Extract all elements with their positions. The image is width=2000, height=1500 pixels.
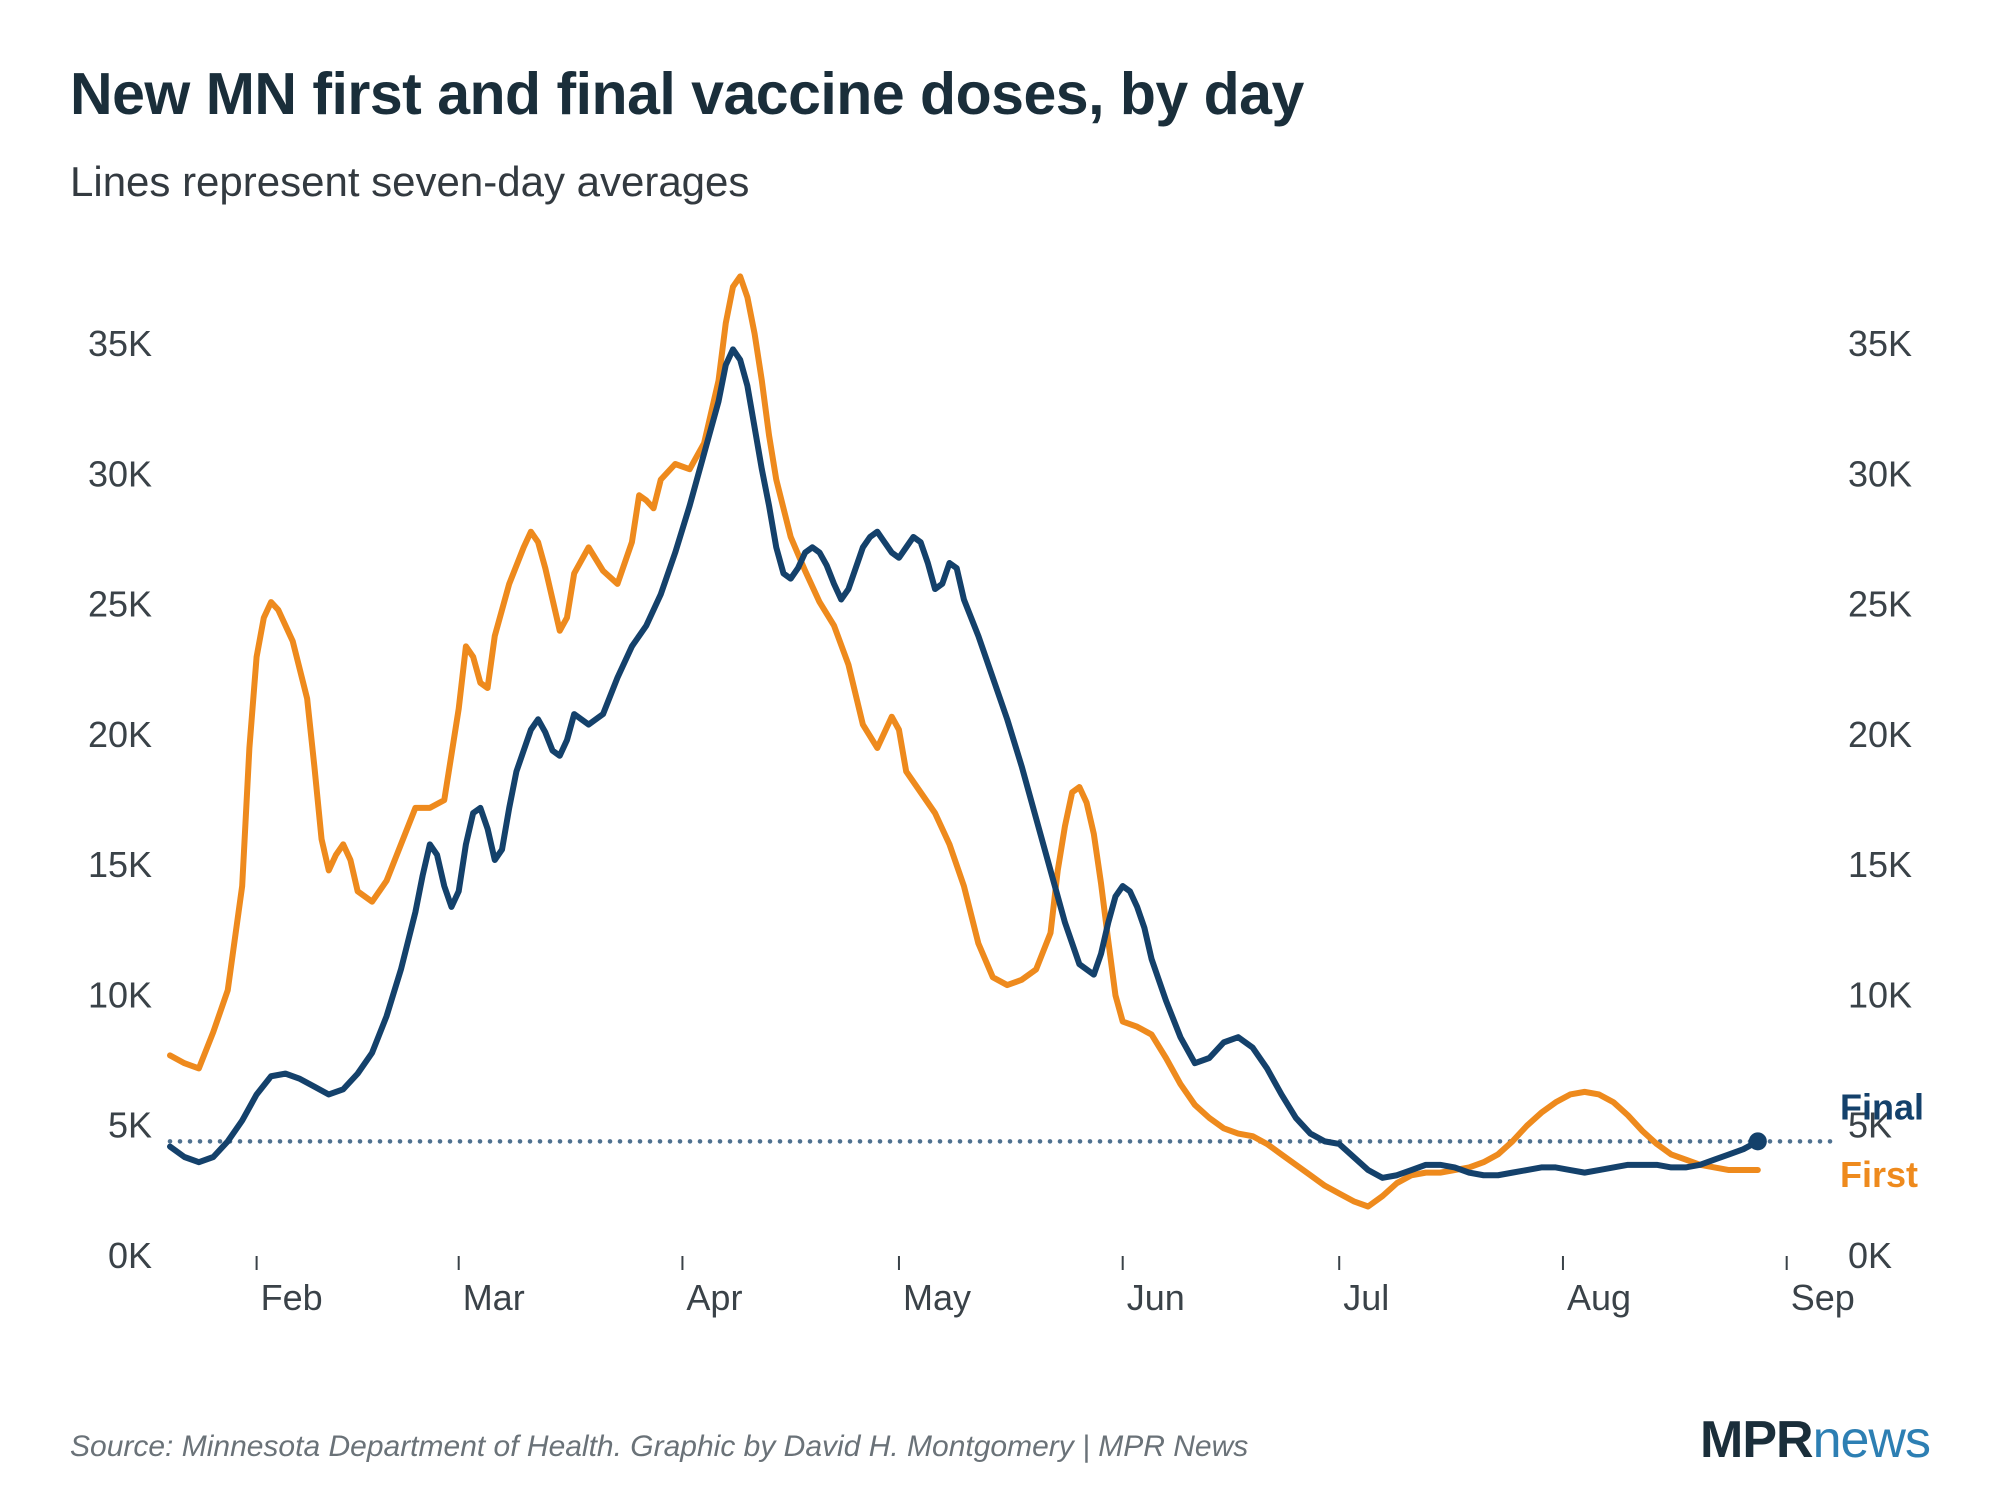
svg-text:First: First: [1840, 1154, 1918, 1195]
svg-text:Aug: Aug: [1567, 1277, 1631, 1318]
svg-text:30K: 30K: [1848, 453, 1912, 494]
source-footer: Source: Minnesota Department of Health. …: [70, 1430, 1248, 1464]
svg-text:Sep: Sep: [1791, 1277, 1855, 1318]
svg-text:10K: 10K: [1848, 974, 1912, 1015]
chart-area: 0K0K5K5K10K10K15K15K20K20K25K25K30K30K35…: [70, 246, 1930, 1336]
svg-text:25K: 25K: [88, 584, 152, 625]
svg-text:15K: 15K: [88, 844, 152, 885]
svg-text:20K: 20K: [88, 714, 152, 755]
svg-text:0K: 0K: [1848, 1235, 1892, 1276]
mpr-news-logo: MPRnews: [1700, 1410, 1930, 1470]
svg-text:Apr: Apr: [686, 1277, 742, 1318]
svg-text:0K: 0K: [108, 1235, 152, 1276]
chart-subtitle: Lines represent seven-day averages: [70, 158, 1930, 206]
chart-title: New MN first and final vaccine doses, by…: [70, 60, 1930, 128]
line-chart-svg: 0K0K5K5K10K10K15K15K20K20K25K25K30K30K35…: [70, 246, 1930, 1336]
svg-text:Jul: Jul: [1343, 1277, 1389, 1318]
svg-text:35K: 35K: [88, 323, 152, 364]
svg-text:15K: 15K: [1848, 844, 1912, 885]
svg-text:Final: Final: [1840, 1087, 1924, 1128]
svg-text:10K: 10K: [88, 974, 152, 1015]
svg-text:5K: 5K: [108, 1105, 152, 1146]
logo-suffix: news: [1813, 1411, 1930, 1469]
logo-prefix: MPR: [1700, 1411, 1813, 1469]
svg-text:30K: 30K: [88, 453, 152, 494]
svg-text:Jun: Jun: [1127, 1277, 1185, 1318]
svg-text:20K: 20K: [1848, 714, 1912, 755]
svg-text:May: May: [903, 1277, 971, 1318]
svg-text:35K: 35K: [1848, 323, 1912, 364]
svg-text:Feb: Feb: [261, 1277, 323, 1318]
svg-text:Mar: Mar: [463, 1277, 525, 1318]
svg-text:25K: 25K: [1848, 584, 1912, 625]
